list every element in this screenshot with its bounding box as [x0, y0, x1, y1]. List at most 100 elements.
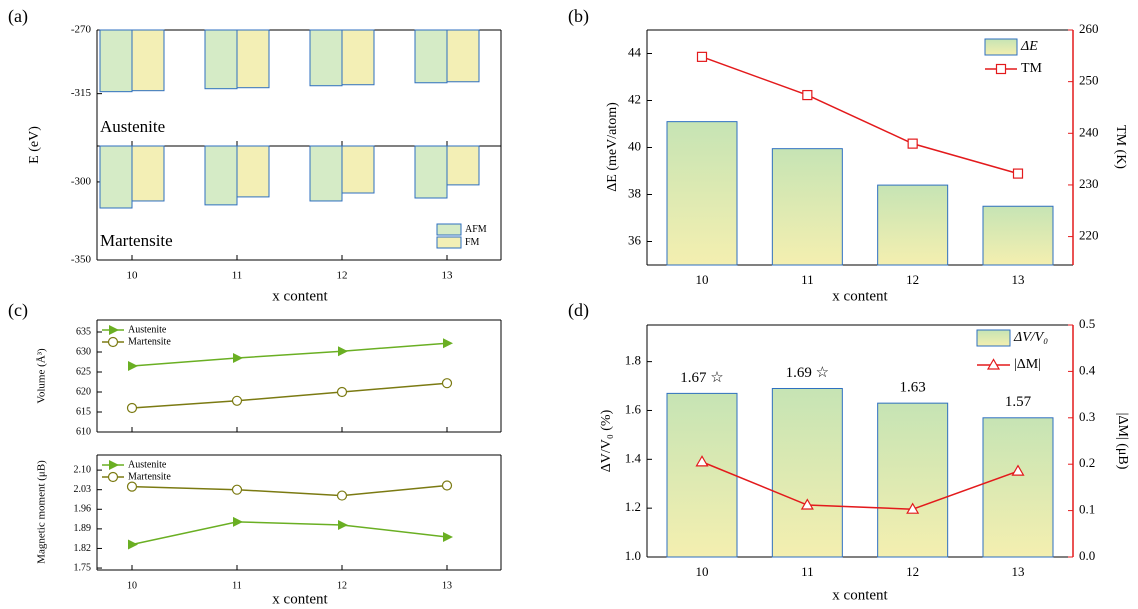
- x-tick-label: 10: [696, 564, 709, 579]
- marker: [128, 539, 138, 550]
- legend-label: AFM: [465, 224, 487, 235]
- x-tick-label: 10: [127, 580, 137, 591]
- marker: [109, 460, 119, 470]
- bar: [99, 145, 133, 209]
- y-tick-label: 1.4: [625, 450, 642, 465]
- y-tick-label: 1.82: [74, 543, 92, 554]
- legend-label: TM: [1021, 61, 1043, 76]
- marker: [338, 346, 348, 357]
- marker: [109, 325, 119, 335]
- y2-tick-label: 230: [1079, 176, 1099, 191]
- x-tick-label: 10: [127, 270, 139, 282]
- y-tick-label: 610: [76, 426, 91, 437]
- x-axis-label: x content: [272, 591, 328, 607]
- bar: [341, 145, 375, 194]
- marker: [906, 502, 920, 514]
- marker: [126, 402, 138, 414]
- x-axis-label: x content: [832, 288, 888, 304]
- marker: [986, 358, 1001, 370]
- marker: [338, 519, 348, 530]
- bar: [877, 402, 949, 558]
- legend-label: FM: [465, 237, 480, 248]
- marker: [441, 480, 453, 491]
- bar: [877, 184, 949, 266]
- bar: [131, 29, 165, 92]
- legend-label: Martensite: [128, 471, 171, 482]
- x-tick-label: 12: [337, 580, 347, 591]
- bar: [982, 417, 1054, 558]
- legend-swatch: [976, 329, 1011, 347]
- y2-tick-label: 0.4: [1079, 362, 1096, 377]
- y-tick-label: 630: [76, 346, 91, 357]
- y2-tick-label: 250: [1079, 73, 1099, 88]
- bar: [666, 121, 738, 266]
- marker: [107, 336, 119, 348]
- bar: [771, 148, 843, 266]
- x-axis-label: x content: [272, 288, 328, 304]
- value-label: 1.63: [900, 380, 926, 396]
- x-tick-label: 13: [442, 270, 454, 282]
- y-tick-label: 42: [628, 91, 641, 106]
- y-axis-label: Magnetic moment (μB): [36, 460, 48, 564]
- marker: [907, 138, 918, 149]
- y-tick-label: 40: [628, 138, 641, 153]
- legend-swatch: [436, 236, 462, 249]
- y-axis-label: ΔE (meV/atom): [605, 102, 620, 192]
- y-tick-label: 2.03: [74, 484, 92, 495]
- bar: [204, 145, 238, 206]
- y2-tick-label: 0.0: [1079, 548, 1095, 563]
- y-tick-label: 1.8: [625, 353, 641, 368]
- y-axis-label: ΔV/V₀ (%): [599, 409, 614, 472]
- marker: [443, 338, 453, 349]
- x-axis-label: x content: [832, 587, 888, 603]
- x-tick-label: 13: [1012, 272, 1025, 287]
- bar: [414, 29, 448, 84]
- y-tick-label: 1.96: [74, 504, 92, 515]
- y2-tick-label: 240: [1079, 124, 1099, 139]
- x-tick-label: 12: [906, 272, 919, 287]
- subplot-title: Martensite: [100, 231, 173, 250]
- panel-label: (a): [8, 6, 28, 27]
- value-label: 1.69 ☆: [786, 365, 829, 381]
- y-tick-label: -315: [71, 87, 92, 99]
- y2-tick-label: 0.3: [1079, 409, 1095, 424]
- bar: [309, 145, 343, 202]
- marker: [336, 386, 348, 398]
- legend-label: Martensite: [128, 336, 171, 347]
- line: [131, 484, 448, 497]
- y-tick-label: 1.6: [625, 401, 642, 416]
- y-tick-label: 36: [628, 232, 642, 247]
- legend-label: ΔE: [1020, 39, 1038, 54]
- y2-tick-label: 0.2: [1079, 455, 1095, 470]
- y2-tick-label: 0.1: [1079, 502, 1095, 517]
- marker: [126, 481, 138, 492]
- y-axis-label: Volume (Å³): [36, 348, 48, 404]
- bar: [666, 392, 738, 558]
- legend-label: Austenite: [128, 459, 167, 470]
- y2-tick-label: 220: [1079, 228, 1099, 243]
- marker: [995, 63, 1007, 75]
- bar: [236, 145, 270, 198]
- bar: [771, 387, 843, 558]
- x-tick-label: 12: [906, 564, 919, 579]
- legend-swatch: [984, 38, 1018, 56]
- marker: [1011, 464, 1025, 476]
- marker: [336, 490, 348, 501]
- y-tick-label: 635: [76, 326, 91, 337]
- legend-label: ΔV/V₀: [1013, 330, 1048, 345]
- y-tick-label: -270: [71, 24, 92, 36]
- bar: [446, 145, 480, 186]
- y2-axis-label: TM (K): [1113, 125, 1128, 169]
- marker: [1012, 168, 1024, 179]
- line: [701, 461, 1019, 510]
- x-tick-label: 11: [232, 580, 242, 591]
- bar: [204, 29, 238, 90]
- line: [131, 521, 448, 546]
- bar: [131, 145, 165, 202]
- y-tick-label: 38: [628, 185, 641, 200]
- y-tick-label: -350: [71, 254, 92, 266]
- y2-tick-label: 260: [1079, 21, 1099, 36]
- bar: [414, 145, 448, 199]
- y-tick-label: 615: [76, 406, 91, 417]
